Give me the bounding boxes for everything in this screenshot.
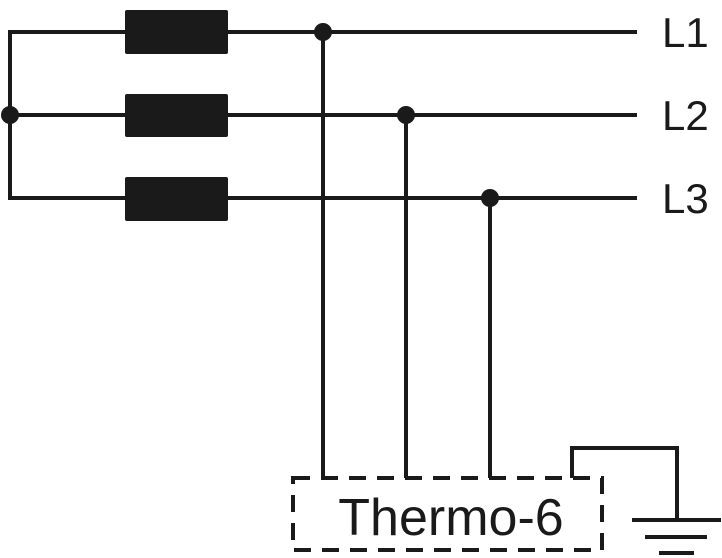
label-l1: L1 <box>662 9 709 56</box>
junction-dot-l1 <box>314 23 332 41</box>
resistor-3 <box>125 177 228 221</box>
junction-dot-l2 <box>397 106 415 124</box>
label-l3: L3 <box>662 175 709 222</box>
junction-dot-left <box>1 106 19 124</box>
device-label: Thermo-6 <box>338 489 563 547</box>
junction-dot-l3 <box>481 189 499 207</box>
resistor-2 <box>125 94 228 137</box>
device-dashed-box <box>291 476 604 552</box>
label-l2: L2 <box>662 92 709 139</box>
resistor-1 <box>125 10 228 54</box>
ground-wire <box>570 446 679 522</box>
